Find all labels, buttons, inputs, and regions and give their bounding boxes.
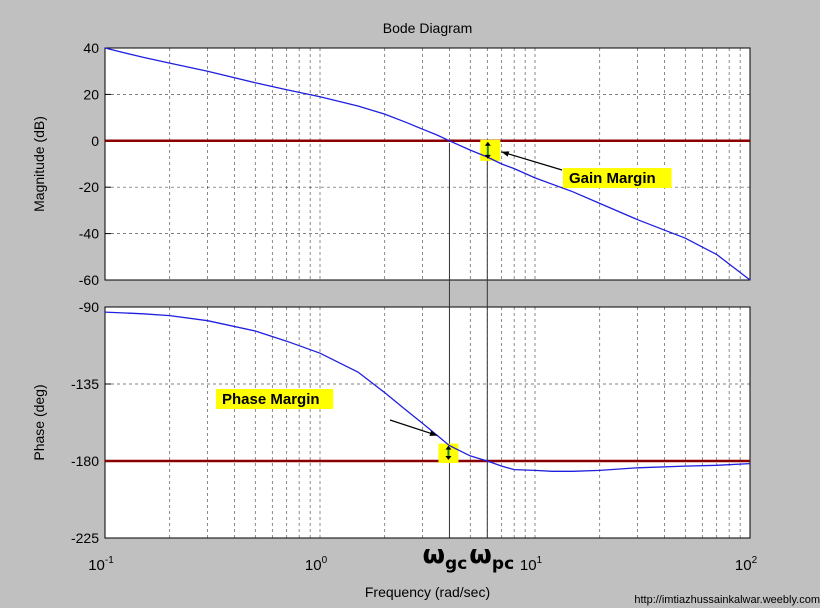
- magnitude-ytick-label: -60: [79, 272, 99, 288]
- phase-axes-box: [104, 306, 751, 539]
- magnitude-ytick-label: -20: [79, 179, 99, 195]
- chart-title: Bode Diagram: [383, 20, 473, 36]
- phase-margin-pointer-head: [429, 430, 438, 436]
- gain-margin-pointer-head: [501, 151, 510, 157]
- phase-margin-arrow-head-top: [445, 445, 452, 450]
- phase-margin-arrow-head-bottom: [445, 456, 452, 460]
- gain-margin-label-bg: [563, 168, 672, 188]
- magnitude-ytick-label: 40: [83, 40, 99, 56]
- omega-pc-label: ωpc: [469, 540, 514, 574]
- phase-plot-area: [105, 307, 750, 538]
- chart-marks: [104, 47, 751, 538]
- magnitude-curve: [104, 47, 751, 281]
- phase-curve: [104, 311, 751, 472]
- phase-ytick-label: -90: [79, 299, 99, 315]
- phase-ytick-label: -225: [71, 530, 99, 546]
- gain-margin-pointer: [501, 151, 563, 171]
- phase-margin-pointer: [389, 419, 438, 437]
- magnitude-ylabel: Magnitude (dB): [31, 116, 47, 212]
- gain-margin-highlight: [480, 139, 501, 161]
- phase-ylabel: Phase (deg): [31, 384, 47, 460]
- magnitude-plot-area: [105, 48, 750, 280]
- gain-margin-arrow-head-top: [484, 141, 491, 146]
- phase-ytick-label: -180: [71, 453, 99, 469]
- magnitude-ytick-label: -40: [79, 226, 99, 242]
- gain-margin-label-text: Gain Margin: [569, 170, 656, 187]
- chart-labels: 40 20 0 -20 -40 -60 -90 -135 -180 -225 Gain Margin…: [31, 20, 758, 600]
- omega-gc-label: ωgc: [422, 540, 467, 574]
- x-tick-label: 101: [520, 555, 543, 574]
- phase-margin-label-bg: [216, 389, 334, 409]
- credit-url: http://imtiazhussainkalwar.weebly.com: [634, 594, 820, 606]
- phase-margin-arrow: [445, 445, 452, 460]
- x-tick-label: 10-1: [88, 555, 114, 574]
- magnitude-grid: [104, 47, 751, 281]
- magnitude-ytick-label: 0: [91, 133, 99, 149]
- x-axis-label: Frequency (rad/sec): [365, 584, 490, 600]
- gain-margin-arrow-head-bottom: [484, 154, 491, 159]
- phase-margin-label-text: Phase Margin: [222, 391, 320, 408]
- x-tick-label: 100: [305, 555, 328, 574]
- phase-grid: [104, 306, 751, 539]
- phase-margin-label: Phase Margin: [216, 389, 334, 409]
- magnitude-axes-box: [104, 47, 751, 281]
- x-tick-label: 102: [735, 555, 758, 574]
- magnitude-ytick-label: 20: [83, 86, 99, 102]
- phase-ytick-label: -135: [71, 376, 99, 392]
- gain-margin-label: Gain Margin: [563, 168, 672, 188]
- gain-margin-arrow: [484, 141, 491, 159]
